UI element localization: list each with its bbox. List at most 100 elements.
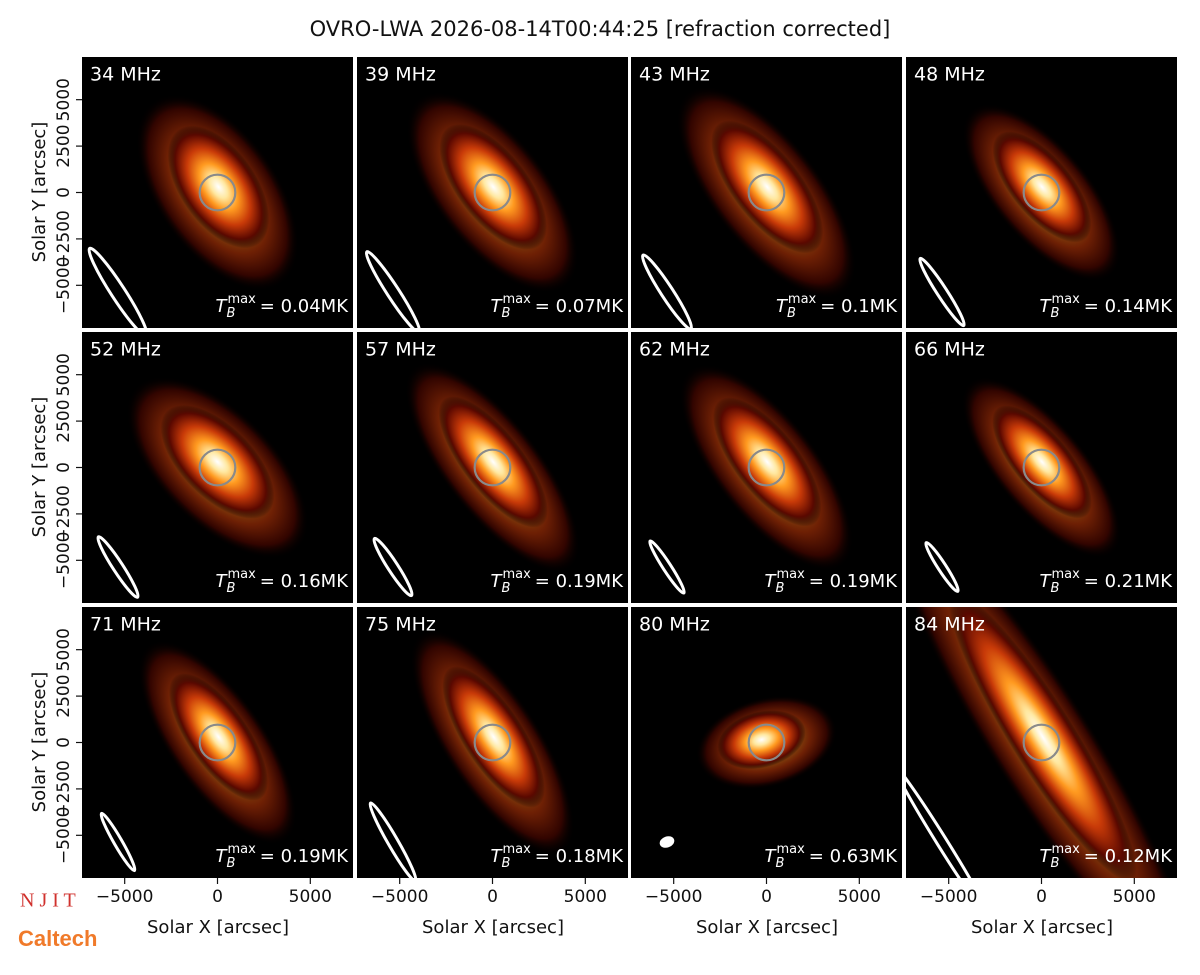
y-tick-label: 5000 xyxy=(54,353,74,396)
beam xyxy=(87,246,149,328)
tmax-value: = 0.12MK xyxy=(1084,846,1173,867)
panel xyxy=(631,332,902,603)
panel xyxy=(357,332,628,603)
tmax-label: TBmax = 0.19MK xyxy=(765,567,899,596)
beam xyxy=(906,764,992,878)
panel xyxy=(82,607,353,878)
frequency-label: 43 MHz xyxy=(639,64,710,86)
x-tick-label: 0 xyxy=(212,887,223,907)
y-axis-label: Solar Y [arcsec] xyxy=(29,397,50,538)
tmax-value: = 0.21MK xyxy=(1084,571,1173,592)
panel xyxy=(82,332,353,603)
beam xyxy=(364,250,422,328)
tmax-symbol-sub: B xyxy=(1051,306,1060,321)
x-tick-label: −5000 xyxy=(920,887,978,907)
tmax-symbol-sup: max xyxy=(227,292,256,307)
solar-disk xyxy=(747,448,786,487)
frequency-label: 84 MHz xyxy=(914,614,985,636)
emission xyxy=(442,666,545,808)
solar-disk xyxy=(1022,723,1061,762)
frequency-label: 62 MHz xyxy=(639,339,710,361)
tmax-symbol-sub: B xyxy=(1051,581,1060,596)
solar-disk xyxy=(747,173,786,212)
y-tick-label: 0 xyxy=(54,462,74,473)
tmax-symbol: T xyxy=(776,296,789,317)
tmax-symbol-sup: max xyxy=(502,292,531,307)
tmax-symbol: T xyxy=(1040,571,1053,592)
tmax-symbol-sub: B xyxy=(227,856,236,871)
tmax-symbol: T xyxy=(216,571,229,592)
x-tick-label: 0 xyxy=(487,887,498,907)
y-tick-label: −5000 xyxy=(54,257,74,315)
frequency-label: 66 MHz xyxy=(914,339,985,361)
x-tick-label: 5000 xyxy=(838,887,881,907)
x-tick-label: 0 xyxy=(1036,887,1047,907)
y-tick-label: −2500 xyxy=(54,210,74,268)
tmax-label: TBmax = 0.04MK xyxy=(216,292,350,321)
tmax-symbol-sub: B xyxy=(1051,856,1060,871)
solar-disk xyxy=(473,723,512,762)
tmax-value: = 0.07MK xyxy=(535,296,624,317)
tmax-value: = 0.19MK xyxy=(260,846,349,867)
figure-title: OVRO-LWA 2026-08-14T00:44:25 [refraction… xyxy=(310,17,891,41)
emission xyxy=(711,120,824,254)
tmax-label: TBmax = 0.19MK xyxy=(216,842,350,871)
panel xyxy=(357,607,628,878)
solar-disk xyxy=(1022,448,1061,487)
tmax-symbol: T xyxy=(765,571,778,592)
tmax-symbol: T xyxy=(491,846,504,867)
y-tick-label: 2500 xyxy=(54,674,74,717)
tmax-symbol: T xyxy=(216,846,229,867)
frequency-label: 48 MHz xyxy=(914,64,985,86)
frequency-label: 80 MHz xyxy=(639,614,710,636)
y-tick-label: 0 xyxy=(54,737,74,748)
x-axis-label: Solar X [arcsec] xyxy=(147,917,289,938)
emission xyxy=(992,405,1092,519)
emission xyxy=(438,396,548,528)
emission xyxy=(992,131,1092,243)
tmax-symbol-sub: B xyxy=(787,306,796,321)
x-tick-label: 0 xyxy=(761,887,772,907)
panel xyxy=(906,332,1177,603)
tmax-symbol-sup: max xyxy=(1051,567,1080,582)
tmax-symbol: T xyxy=(216,296,229,317)
x-tick-label: 5000 xyxy=(289,887,332,907)
beam xyxy=(99,811,137,873)
beam xyxy=(918,256,966,328)
y-tick-label: −2500 xyxy=(54,485,74,543)
tmax-symbol-sub: B xyxy=(502,856,511,871)
frequency-label: 39 MHz xyxy=(365,64,436,86)
solar-disk xyxy=(198,173,237,212)
tmax-label: TBmax = 0.18MK xyxy=(491,842,625,871)
frequency-label: 52 MHz xyxy=(90,339,161,361)
beam xyxy=(924,541,960,593)
tmax-label: TBmax = 0.19MK xyxy=(491,567,625,596)
emission xyxy=(168,673,269,801)
beam xyxy=(641,253,693,328)
panel xyxy=(906,607,1177,878)
tmax-label: TBmax = 0.21MK xyxy=(1040,567,1174,596)
tmax-symbol-sup: max xyxy=(502,567,531,582)
y-tick-label: 0 xyxy=(54,187,74,198)
tmax-value: = 0.1MK xyxy=(820,296,898,317)
beam xyxy=(96,535,140,599)
y-tick-label: 5000 xyxy=(54,78,74,121)
tmax-symbol-sup: max xyxy=(227,567,256,582)
x-tick-label: 5000 xyxy=(1113,887,1156,907)
y-tick-label: −5000 xyxy=(54,807,74,865)
panel xyxy=(906,57,1177,328)
emission xyxy=(160,404,275,519)
x-tick-label: −5000 xyxy=(645,887,703,907)
solar-disk xyxy=(473,448,512,487)
panel xyxy=(82,57,353,328)
tmax-label: TBmax = 0.14MK xyxy=(1040,292,1174,321)
solar-disk xyxy=(747,723,786,762)
tmax-symbol-sup: max xyxy=(1051,842,1080,857)
emission xyxy=(948,607,1137,878)
emission xyxy=(712,397,822,527)
y-axis-label: Solar Y [arcsec] xyxy=(29,672,50,813)
tmax-symbol-sup: max xyxy=(776,842,805,857)
tmax-value: = 0.16MK xyxy=(260,571,349,592)
tmax-symbol-sub: B xyxy=(776,856,785,871)
